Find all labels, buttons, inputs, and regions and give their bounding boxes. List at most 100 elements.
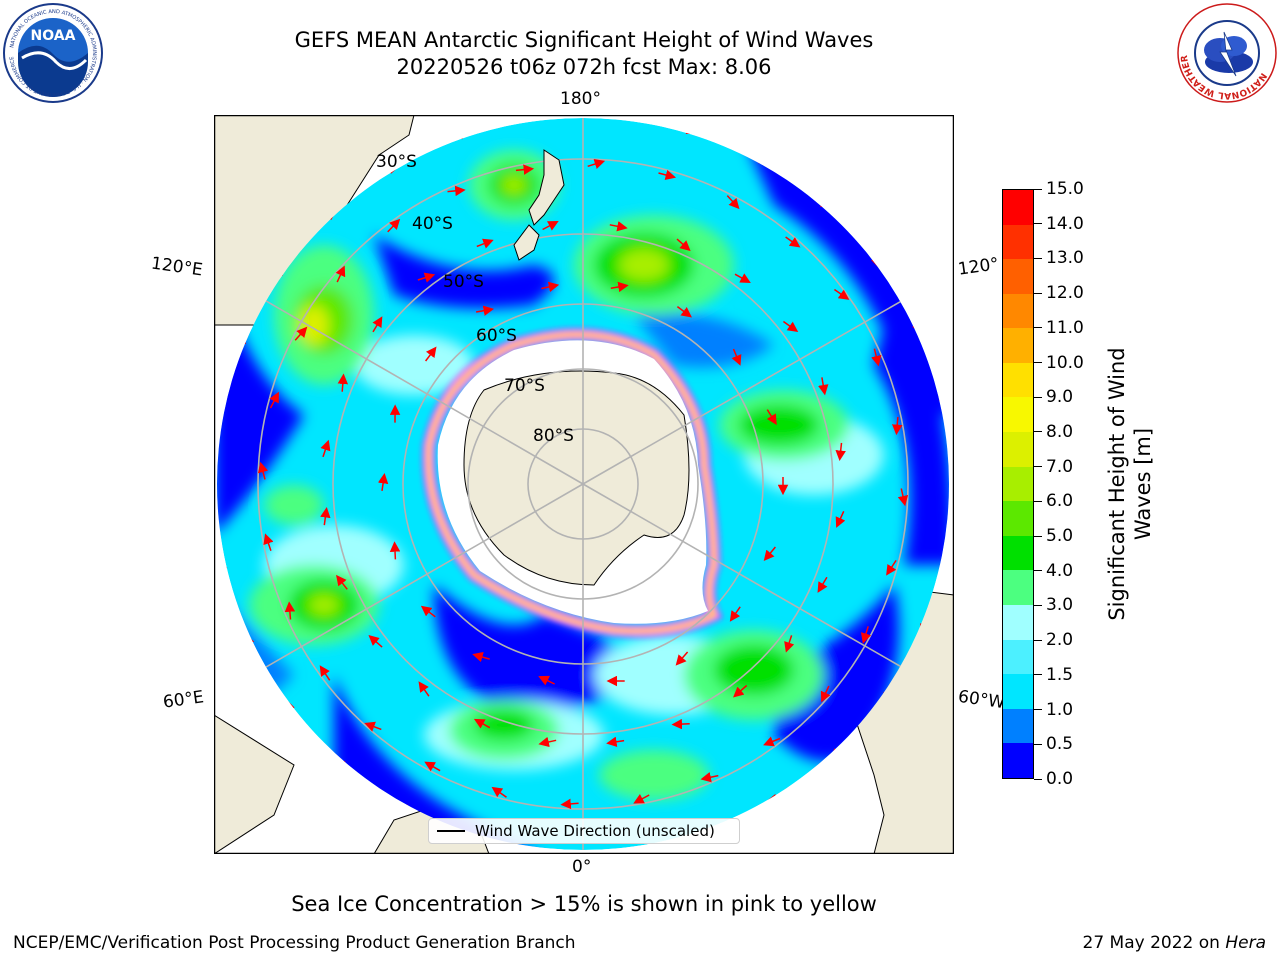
wave-direction-arrow xyxy=(680,124,698,135)
colorbar-tick-label: 7.0 xyxy=(1046,456,1074,477)
colorbar-tick-label: 11.0 xyxy=(1046,317,1084,338)
colorbar-tick xyxy=(1034,257,1042,259)
wave-direction-arrow xyxy=(871,348,882,367)
wave-direction-arrow xyxy=(860,626,871,644)
lat-label-70s: 70°S xyxy=(504,376,545,396)
lon-label-120w: 120° xyxy=(956,254,1001,280)
colorbar-segment xyxy=(1003,674,1033,709)
noaa-logo-text: NOAA xyxy=(31,28,76,44)
wave-direction-arrow xyxy=(319,665,331,681)
footer-date: 27 May 2022 on Hera xyxy=(1083,932,1267,954)
wave-direction-arrow xyxy=(587,158,606,169)
wave-direction-arrow xyxy=(320,507,331,526)
wave-direction-arrow xyxy=(817,576,828,593)
wave-direction-arrow xyxy=(217,561,228,578)
colorbar-tick-label: 3.0 xyxy=(1046,595,1074,616)
wave-direction-arrow xyxy=(472,651,490,663)
wave-direction-arrow xyxy=(447,185,466,197)
wave-direction-arrow xyxy=(560,798,579,810)
colorbar-tick-label: 0.5 xyxy=(1046,734,1074,755)
colorbar-title: Significant Height of Wind Waves [m] xyxy=(1104,314,1156,654)
colorbar-tick-label: 14.0 xyxy=(1046,213,1084,234)
legend-label: Wind Wave Direction (unscaled) xyxy=(475,822,715,840)
wave-direction-arrow xyxy=(364,721,382,732)
colorbar-segment xyxy=(1003,259,1033,294)
wave-direction-arrow xyxy=(368,635,383,648)
colorbar-tick-label: 8.0 xyxy=(1046,421,1074,442)
wave-direction-arrow xyxy=(538,736,557,748)
wave-direction-arrow xyxy=(284,601,296,620)
colorbar-segment xyxy=(1003,708,1033,744)
lon-label-120e: 120°E xyxy=(149,253,204,281)
wave-direction-arrow xyxy=(294,326,308,341)
wave-direction-arrow xyxy=(671,718,690,730)
colorbar-tick xyxy=(1034,362,1042,364)
wave-direction-arrow xyxy=(675,651,689,666)
wave-direction-arrow xyxy=(418,681,430,697)
colorbar-tick-label: 5.0 xyxy=(1046,526,1074,547)
wave-direction-arrow xyxy=(609,221,628,232)
wave-direction-arrow xyxy=(244,633,255,652)
wave-direction-arrow xyxy=(335,265,346,283)
lon-label-60e: 60°E xyxy=(161,687,206,713)
wave-direction-arrow xyxy=(734,273,751,284)
colorbar-segment xyxy=(1003,605,1033,640)
wave-direction-arrow xyxy=(542,221,559,231)
colorbar-tick xyxy=(1034,709,1042,711)
lat-label-40s: 40°S xyxy=(412,214,453,234)
wave-direction-arrow xyxy=(818,377,829,396)
colorbar-tick-label: 4.0 xyxy=(1046,560,1074,581)
wave-direction-arrow xyxy=(377,472,389,492)
wave-direction-arrow xyxy=(785,236,801,248)
wave-direction-arrow xyxy=(425,346,437,362)
wave-direction-arrow xyxy=(782,320,799,333)
wave-direction-arrow xyxy=(658,169,677,181)
colorbar-tick xyxy=(1034,604,1042,606)
graticule xyxy=(217,118,949,850)
wave-direction-arrow xyxy=(235,332,246,351)
wave-direction-arrow xyxy=(676,306,692,318)
wave-direction-arrow xyxy=(731,348,742,366)
wave-direction-arrow xyxy=(473,718,491,729)
wave-direction-arrow xyxy=(337,373,349,392)
wave-direction-arrow xyxy=(475,305,495,316)
wave-direction-arrow xyxy=(892,416,903,436)
chart-subtitle: 20220526 t06z 072h fcst Max: 8.06 xyxy=(396,55,772,79)
colorbar-segment xyxy=(1003,362,1033,398)
colorbar-tick xyxy=(1034,396,1042,398)
wave-direction-arrow xyxy=(336,574,348,590)
wave-direction-arrow xyxy=(269,391,279,409)
wave-direction-arrow xyxy=(389,541,401,560)
wave-direction-arrow xyxy=(766,409,777,426)
colorbar-tick xyxy=(1034,327,1042,329)
wave-direction-arrow xyxy=(387,218,401,233)
colorbar-tick xyxy=(1034,674,1042,676)
lat-label-30s: 30°S xyxy=(376,152,417,172)
colorbar-tick xyxy=(1034,223,1042,225)
colorbar-tick xyxy=(1034,500,1042,502)
new-zealand-south xyxy=(513,224,540,261)
wave-direction-arrow xyxy=(420,605,436,618)
wave-direction-arrow xyxy=(538,675,555,686)
wave-direction-arrow xyxy=(833,288,850,300)
wave-direction-arrow xyxy=(763,736,781,747)
sea-ice-note: Sea Ice Concentration > 15% is shown in … xyxy=(291,892,877,916)
colorbar xyxy=(1002,189,1034,779)
map-legend: Wind Wave Direction (unscaled) xyxy=(428,818,740,844)
wave-direction-arrow xyxy=(452,129,468,141)
colorbar-tick xyxy=(1034,639,1042,641)
wave-direction-arrow xyxy=(835,510,846,528)
colorbar-tick-label: 15.0 xyxy=(1046,179,1084,199)
wave-direction-arrow xyxy=(751,153,770,164)
national-weather-service-logo: NATIONAL WEATHER SERVICE xyxy=(1176,2,1277,103)
wave-direction-arrow xyxy=(417,272,436,283)
colorbar-segment xyxy=(1003,466,1033,502)
footer-date-text: 27 May 2022 on xyxy=(1082,933,1226,953)
wave-direction-arrow xyxy=(396,804,415,815)
colorbar-tick-label: 2.0 xyxy=(1046,630,1074,651)
legend-line-swatch xyxy=(437,830,465,832)
wave-direction-arrow xyxy=(424,761,441,772)
colorbar-tick-label: 12.0 xyxy=(1046,283,1084,304)
wave-direction-arrow xyxy=(476,238,494,249)
wave-direction-arrow xyxy=(733,684,748,698)
